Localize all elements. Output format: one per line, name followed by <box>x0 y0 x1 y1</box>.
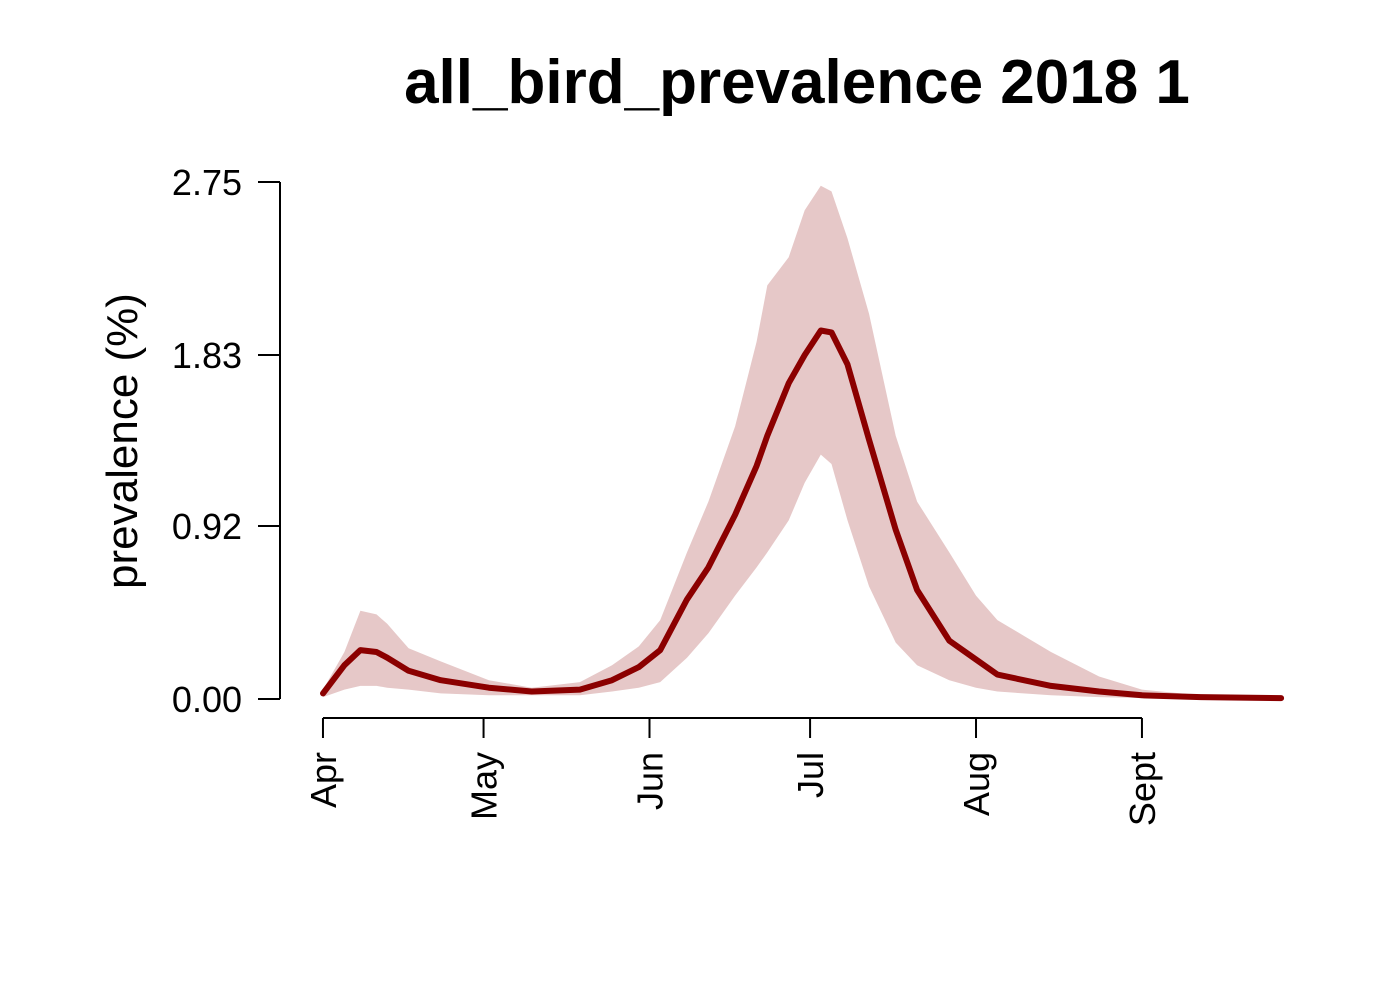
x-tick-label: Jul <box>790 752 831 798</box>
x-tick-label: Apr <box>303 752 344 808</box>
y-tick-label: 1.83 <box>172 335 242 376</box>
x-tick-label: Aug <box>956 752 997 816</box>
confidence-band <box>323 185 1282 699</box>
y-axis-label: prevalence (%) <box>98 293 147 589</box>
x-tick-label: Jun <box>629 752 670 810</box>
y-tick-label: 0.92 <box>172 506 242 547</box>
x-tick-label: Sept <box>1122 752 1163 826</box>
chart-title: all_bird_prevalence 2018 1 <box>404 48 1190 117</box>
line <box>320 327 1285 702</box>
y-tick-label: 2.75 <box>172 162 242 203</box>
x-tick-label: May <box>464 752 505 820</box>
y-tick-label: 0.00 <box>172 679 242 720</box>
